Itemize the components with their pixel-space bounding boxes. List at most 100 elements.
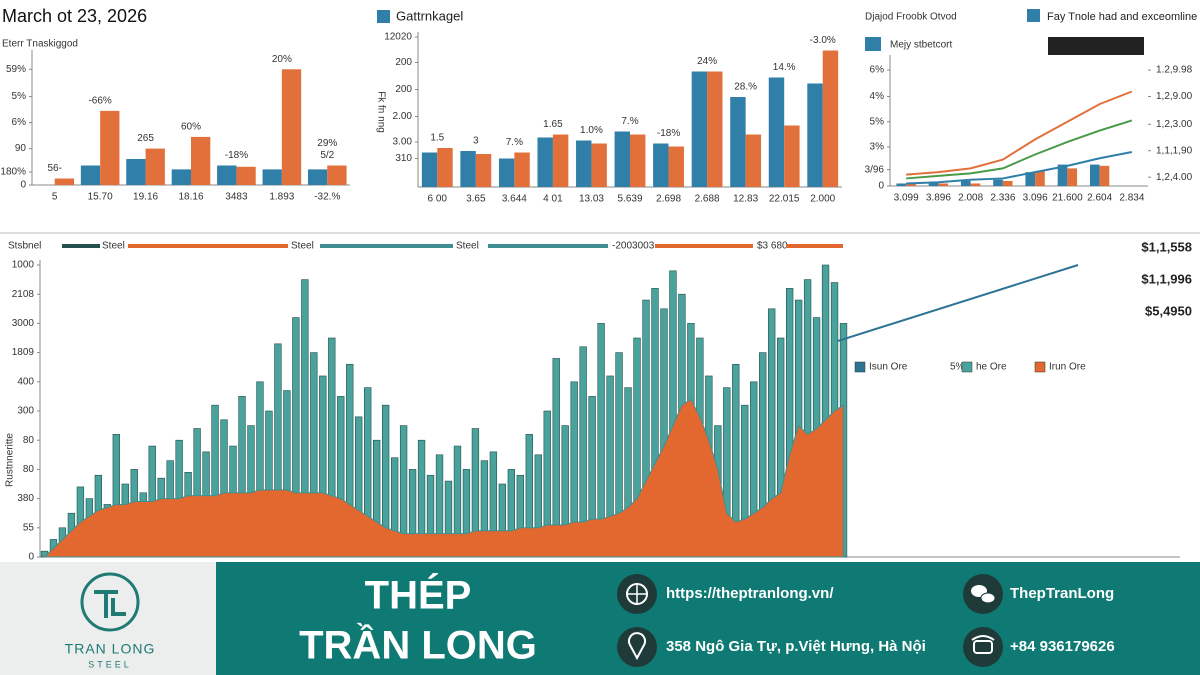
bar xyxy=(498,158,515,187)
x-tick-label: 18.16 xyxy=(178,192,203,203)
bar xyxy=(970,183,981,186)
y-tick-label: 2.00 xyxy=(393,111,413,122)
price-label: $5,4950 xyxy=(1145,303,1192,318)
legend-swatch xyxy=(1034,361,1046,373)
icon-phone xyxy=(963,627,1003,667)
phone[interactable]: +84 936179626 xyxy=(1010,638,1115,655)
bar xyxy=(126,159,146,185)
bar xyxy=(460,151,476,187)
y-tick-label: 3000 xyxy=(12,318,35,329)
bar xyxy=(896,183,907,186)
brand-line: THÉP xyxy=(365,573,472,618)
y-tick-label: 2108 xyxy=(12,289,35,300)
bar xyxy=(1099,165,1110,186)
annotation: -18% xyxy=(225,150,248,161)
bar xyxy=(630,134,646,187)
y2-tick-label: 1.2,9.98 xyxy=(1156,65,1193,76)
x-tick-label: 2.336 xyxy=(990,193,1015,204)
y-tick-label: 310 xyxy=(395,153,412,164)
icon-location xyxy=(628,632,646,661)
x-tick-label: 2.604 xyxy=(1087,193,1112,204)
y-tick-label: 0 xyxy=(28,552,34,563)
y-tick-label: 55 xyxy=(23,522,35,533)
bar xyxy=(1089,164,1100,186)
x-tick-label: 15.70 xyxy=(88,192,113,203)
x-tick-label: 22.015 xyxy=(769,194,800,205)
logo-mark xyxy=(94,590,126,618)
legend-label: Stsbnel xyxy=(8,241,41,252)
bar xyxy=(1035,170,1045,186)
y-tick-label: 80 xyxy=(23,435,35,446)
legend-label: Steel xyxy=(291,241,314,252)
legend-label: Irun Ore xyxy=(1049,362,1086,373)
y2-tick-label: 1,2,3.00 xyxy=(1156,119,1193,130)
x-tick-label: 2.698 xyxy=(656,194,681,205)
chart-subtitle: Eterr Tnaskiggod xyxy=(2,39,78,50)
y-tick-label: 80 xyxy=(23,464,35,475)
y2-tick-label: 1,2,9.00 xyxy=(1156,91,1193,102)
x-tick-label: 2.834 xyxy=(1119,193,1144,204)
bar xyxy=(307,169,328,185)
y-tick-label: 380 xyxy=(17,493,34,504)
chart-subtitle: Fay Tnole had and exceomline xyxy=(1047,11,1197,23)
bar xyxy=(938,183,949,186)
y-tick-label: 3/96 xyxy=(865,164,885,175)
x-tick-label: 2.008 xyxy=(958,193,983,204)
bar xyxy=(100,110,120,185)
annotation: 14.% xyxy=(773,62,796,73)
line xyxy=(906,119,1133,180)
bar xyxy=(281,69,302,185)
area xyxy=(43,398,845,558)
annotation: 20% xyxy=(272,54,292,65)
annotation: 5/2 xyxy=(320,150,334,161)
icon xyxy=(865,37,881,51)
annotation: 29% xyxy=(317,138,337,149)
icon-globe xyxy=(627,584,647,604)
y-tick-label: -.180% xyxy=(0,167,26,178)
bar xyxy=(262,169,282,185)
legend-label: Steel xyxy=(102,241,125,252)
bar xyxy=(730,97,746,187)
bar xyxy=(576,140,592,187)
x-tick-label: 3483 xyxy=(225,192,248,203)
bar xyxy=(236,166,256,185)
x-tick-label: 2.000 xyxy=(810,194,835,205)
x-tick-label: 5.639 xyxy=(617,194,642,205)
legend-label: $3 680 xyxy=(757,241,788,252)
bar xyxy=(928,182,939,186)
annotation: 1.5 xyxy=(430,133,444,144)
y-tick-label: 59% xyxy=(6,64,26,75)
bar xyxy=(80,165,101,185)
legend-note: 5% xyxy=(950,362,965,373)
logo-name: TRAN LONG xyxy=(65,641,156,657)
icon-phone xyxy=(973,640,993,654)
info-panel xyxy=(216,562,1200,675)
y-tick-label: 1000 xyxy=(12,260,35,271)
bar xyxy=(960,180,971,186)
bar xyxy=(514,152,530,187)
bar xyxy=(421,152,438,187)
annotation: 3 xyxy=(473,136,479,147)
website[interactable]: https://theptranlong.vn/ xyxy=(666,585,834,602)
x-tick-label: 13.03 xyxy=(579,194,604,205)
bar xyxy=(54,178,75,185)
x-tick-label: 12.83 xyxy=(733,194,758,205)
icon-chat xyxy=(980,592,996,604)
bar xyxy=(745,134,762,187)
social[interactable]: ThepTranLong xyxy=(1010,585,1114,602)
y-tick-label: 1809 xyxy=(12,347,35,358)
y-tick-label: 5% xyxy=(12,91,27,102)
annotation: -18% xyxy=(657,128,680,139)
bar xyxy=(653,143,669,187)
line xyxy=(906,90,1133,176)
bar xyxy=(807,83,823,187)
bar xyxy=(668,146,684,187)
y-tick-label: 200 xyxy=(395,57,412,68)
x-tick-label: 3.099 xyxy=(894,193,919,204)
logo-panel xyxy=(0,562,216,675)
y2-tick-label: 1,1,1,90 xyxy=(1156,145,1193,156)
y-tick-label: 200 xyxy=(395,84,412,95)
annotation: 1.65 xyxy=(543,119,563,130)
annotation: 28.% xyxy=(734,82,757,93)
annotation: 60% xyxy=(181,122,201,133)
